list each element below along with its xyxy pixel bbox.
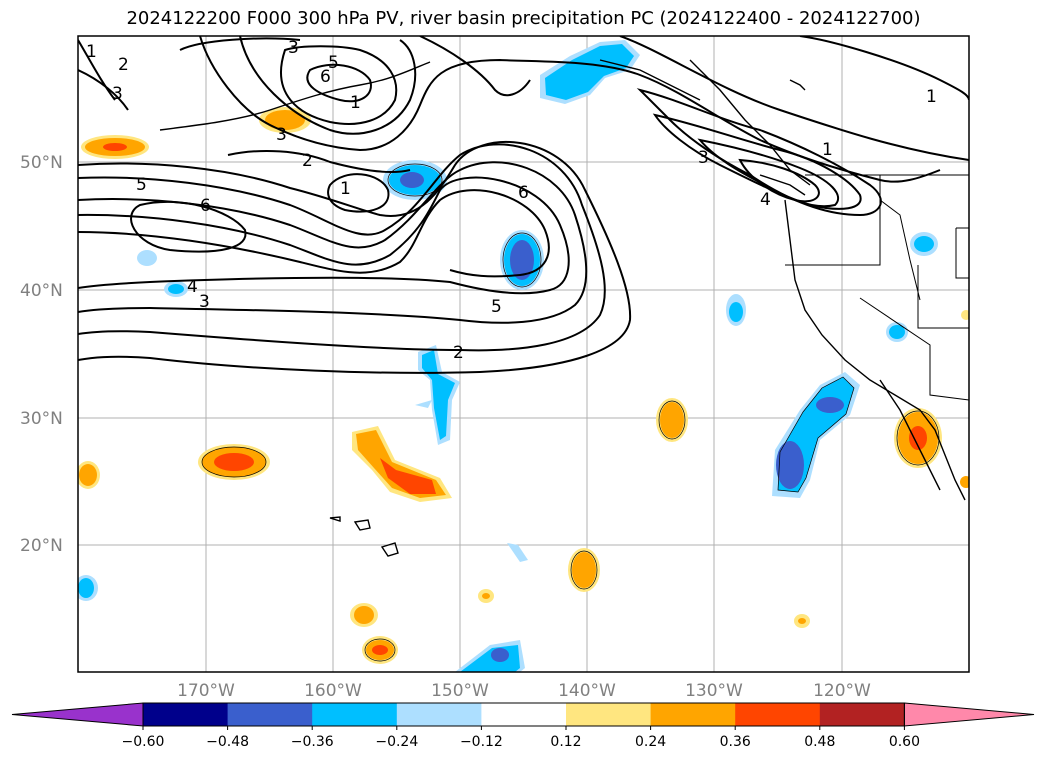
colorbar-segment xyxy=(819,703,905,726)
contour-label: 2 xyxy=(118,55,129,75)
colorbar-segment xyxy=(143,703,229,726)
lon-label-130w: 130°W xyxy=(685,681,743,701)
contour-label: 3 xyxy=(276,125,287,145)
map-title: 2024122200 F000 300 hPa PV, river basin … xyxy=(126,8,921,29)
colorbar-tick-label: −0.24 xyxy=(375,734,418,750)
contour-label: 6 xyxy=(200,196,211,216)
contour-label: 1 xyxy=(822,140,833,160)
contour-label: 1 xyxy=(86,42,97,62)
pv-contour-labels: 1 2 3 3 5 6 1 3 2 1 5 6 4 3 6 5 2 3 1 4 … xyxy=(86,38,937,363)
contour-label: 3 xyxy=(288,38,299,58)
borders xyxy=(785,174,969,401)
contour-label: 5 xyxy=(328,53,339,73)
precip-negative-areas xyxy=(78,40,938,672)
colorbar-tick-label: −0.12 xyxy=(460,734,503,750)
contour-label: 1 xyxy=(350,93,361,113)
contour-label: 1 xyxy=(340,179,351,199)
contour-label: 6 xyxy=(518,183,529,203)
colorbar: −0.60 −0.48 −0.36 −0.24 −0.12 0.12 0.24 0.36 0.4… xyxy=(11,702,1035,750)
contour-label: 4 xyxy=(760,190,771,210)
colorbar-tick-label: 0.48 xyxy=(804,734,835,750)
map-frame xyxy=(77,35,970,673)
pv-contours xyxy=(78,36,969,374)
colorbar-extend-max xyxy=(903,702,1035,727)
colorbar-extend-min xyxy=(11,702,144,727)
colorbar-tick-label: 0.24 xyxy=(635,734,666,750)
contour-label: 5 xyxy=(136,175,147,195)
contour-label: 3 xyxy=(199,292,210,312)
colorbar-segment xyxy=(566,703,652,726)
contour-label: 2 xyxy=(302,151,313,171)
lat-label-40n: 40°N xyxy=(20,281,63,301)
colorbar-tick-label: 0.12 xyxy=(550,734,581,750)
colorbar-segment xyxy=(396,703,482,726)
colorbar-tick-label: 0.60 xyxy=(889,734,920,750)
lon-label-140w: 140°W xyxy=(558,681,616,701)
contour-label: 2 xyxy=(453,343,464,363)
colorbar-tick-label: −0.48 xyxy=(206,734,249,750)
lat-label-30n: 30°N xyxy=(20,409,63,429)
lon-label-170w: 170°W xyxy=(177,681,235,701)
colorbar-segment xyxy=(312,703,398,726)
lat-label-50n: 50°N xyxy=(20,153,63,173)
longitude-labels: 170°W 160°W 150°W 140°W 130°W 120°W xyxy=(177,681,871,701)
contour-label: 3 xyxy=(112,84,123,104)
colorbar-segment xyxy=(650,703,736,726)
latitude-labels: 50°N 40°N 30°N 20°N xyxy=(20,153,63,556)
colorbar-segment xyxy=(481,703,567,726)
contour-label: 5 xyxy=(491,297,502,317)
lon-label-160w: 160°W xyxy=(304,681,362,701)
contour-label: 1 xyxy=(926,87,937,107)
colorbar-tick-label: 0.36 xyxy=(720,734,751,750)
colorbar-tick-label: −0.36 xyxy=(291,734,334,750)
colorbar-segment xyxy=(735,703,821,726)
lon-label-150w: 150°W xyxy=(431,681,489,701)
colorbar-tick-label: −0.60 xyxy=(122,734,165,750)
contour-label: 3 xyxy=(698,148,709,168)
contour-label: 6 xyxy=(320,67,331,87)
contour-label: 4 xyxy=(187,277,198,297)
colorbar-frame xyxy=(142,702,905,727)
lon-label-120w: 120°W xyxy=(813,681,871,701)
coastlines xyxy=(159,59,966,557)
colorbar-segment xyxy=(227,703,313,726)
map-background xyxy=(78,36,969,672)
lat-label-20n: 20°N xyxy=(20,536,63,556)
precip-outlines xyxy=(201,163,940,662)
